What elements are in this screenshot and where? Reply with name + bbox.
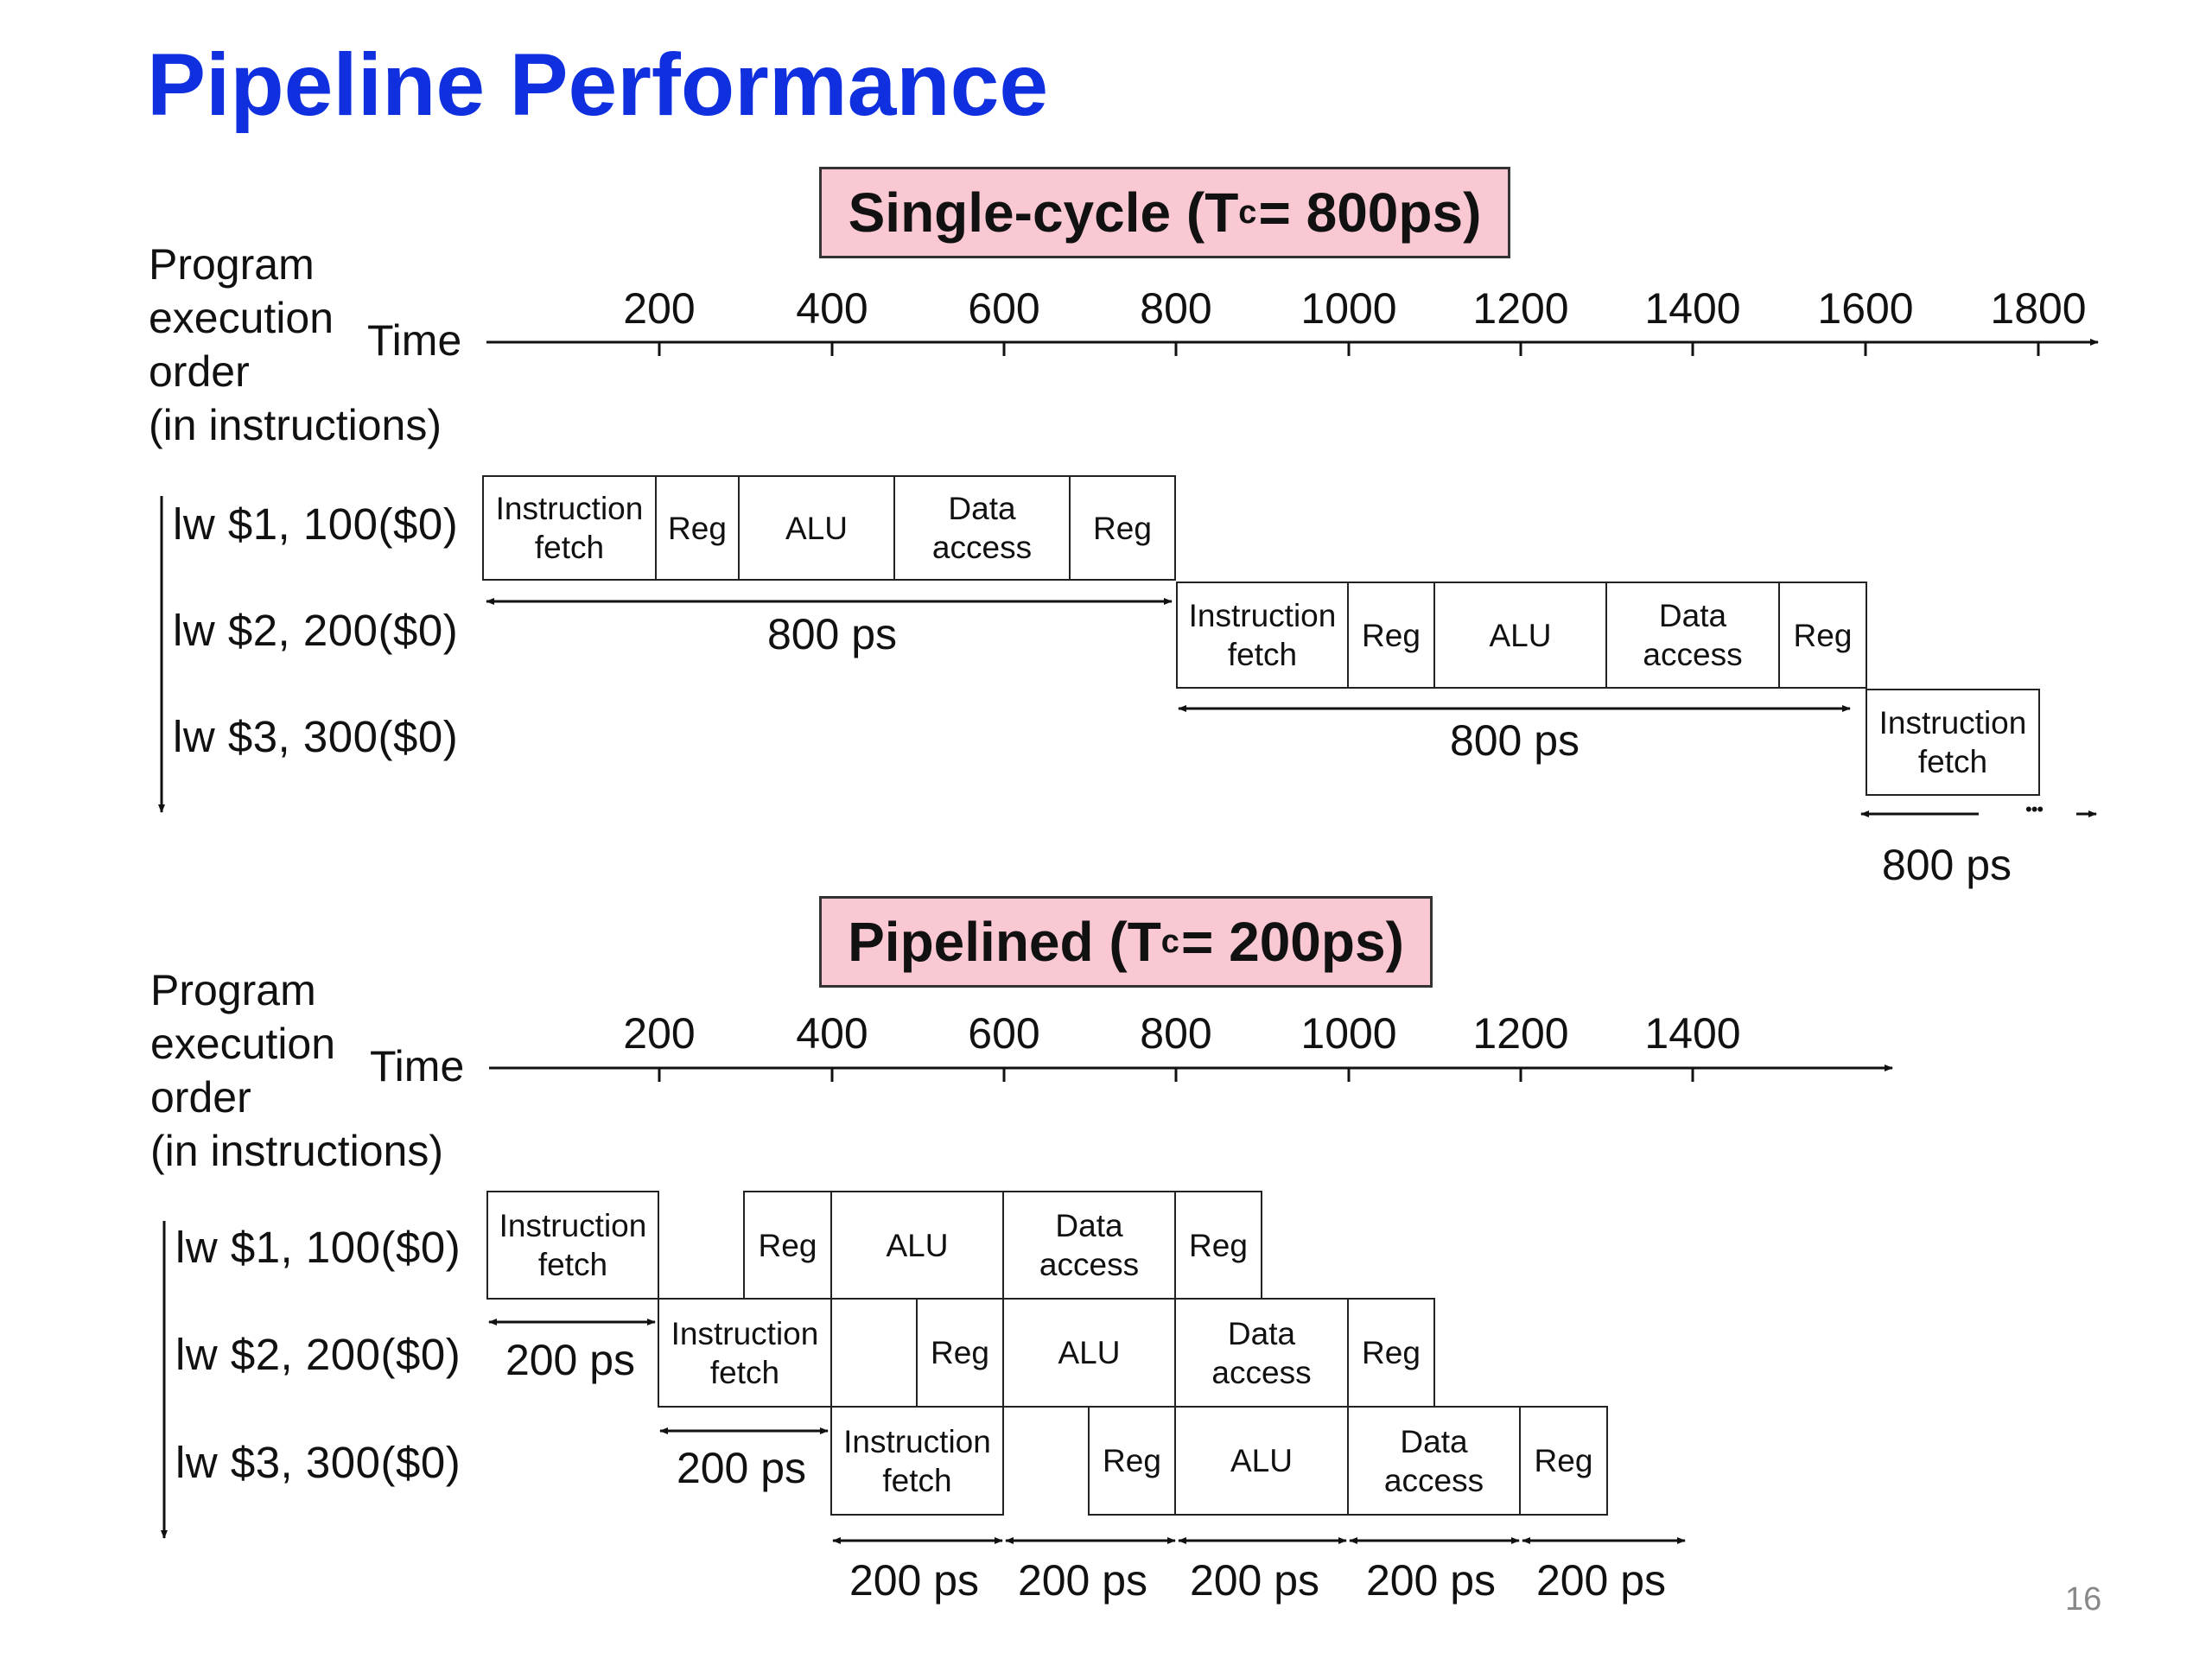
single-order-label: Program execution order (in instructions…: [149, 238, 442, 452]
single-cycle-banner-rest: = 800ps): [1258, 181, 1482, 244]
stage-data-access: Data access: [893, 475, 1071, 581]
pipelined-order-label: Program execution order (in instructions…: [150, 963, 443, 1178]
pipelined-duration: 200 ps: [676, 1444, 807, 1492]
pipelined-tick: 400: [796, 1009, 868, 1058]
pipelined-banner: Pipelined (T c = 200ps): [819, 896, 1433, 988]
pipelined-time-label: Time: [370, 1042, 465, 1090]
stage-reg: Reg: [916, 1298, 1004, 1408]
order-line: execution: [150, 1020, 336, 1068]
pipelined-duration: 200 ps: [1365, 1556, 1497, 1605]
stage-reg: Reg: [743, 1191, 832, 1300]
pipelined-tick: 800: [1140, 1009, 1212, 1058]
pipelined-banner-main: Pipelined (T: [848, 911, 1161, 973]
single-instr-1: lw $1, 100($0): [173, 499, 459, 549]
single-tick: 600: [968, 284, 1040, 333]
pipelined-tick: 1400: [1644, 1009, 1741, 1058]
pipelined-tick: 600: [968, 1009, 1040, 1058]
order-line: order: [150, 1073, 251, 1122]
stage-instruction-fetch: Instruction fetch: [1866, 689, 2040, 796]
stage-reg: Reg: [655, 475, 740, 581]
single-tick: 1400: [1644, 284, 1741, 333]
single-duration-2: 800 ps: [1449, 716, 1580, 765]
single-cycle-banner-sub: c: [1238, 194, 1257, 231]
pipelined-instr-2: lw $2, 200($0): [175, 1330, 461, 1379]
single-tick: 400: [796, 284, 868, 333]
ellipsis: •••: [2025, 798, 2044, 820]
pipelined-tick: 1000: [1300, 1009, 1397, 1058]
slide-title: Pipeline Performance: [147, 35, 1049, 134]
order-line: Program: [149, 240, 315, 289]
stage-reg: Reg: [1778, 582, 1867, 689]
single-duration-1: 800 ps: [766, 610, 898, 658]
single-instr-2: lw $2, 200($0): [173, 606, 459, 655]
pipelined-banner-sub: c: [1160, 923, 1179, 960]
stage-alu: ALU: [1433, 582, 1607, 689]
pipelined-duration: 200 ps: [505, 1336, 636, 1384]
stage-alu: ALU: [1174, 1406, 1349, 1516]
stage-reg: Reg: [1088, 1406, 1176, 1516]
pipelined-tick: 1200: [1472, 1009, 1569, 1058]
stage-instruction-fetch: Instruction fetch: [486, 1191, 659, 1300]
stage-alu: ALU: [1002, 1298, 1176, 1408]
stage-data-access: Data access: [1002, 1191, 1176, 1300]
pipelined-instr-3: lw $3, 300($0): [175, 1438, 461, 1487]
pipelined-tick: 200: [623, 1009, 696, 1058]
pipelined-banner-rest: = 200ps): [1180, 911, 1404, 973]
stage-alu: ALU: [830, 1191, 1004, 1300]
order-line: (in instructions): [150, 1127, 443, 1175]
order-line: Program: [150, 966, 316, 1014]
order-line: execution: [149, 294, 334, 342]
stage-data-access: Data access: [1174, 1298, 1349, 1408]
stage-alu: ALU: [738, 475, 895, 581]
pipelined-duration: 200 ps: [1017, 1556, 1148, 1605]
single-tick: 1200: [1472, 284, 1569, 333]
stage-instruction-fetch: Instruction fetch: [830, 1406, 1004, 1516]
single-tick: 200: [623, 284, 696, 333]
stage-instruction-fetch: Instruction fetch: [658, 1298, 832, 1408]
stage-reg: Reg: [1519, 1406, 1608, 1516]
pipelined-duration: 200 ps: [849, 1556, 980, 1605]
pipelined-duration: 200 ps: [1189, 1556, 1320, 1605]
single-cycle-banner: Single-cycle (T c = 800ps): [819, 167, 1510, 258]
single-tick: 800: [1140, 284, 1212, 333]
single-tick: 1000: [1300, 284, 1397, 333]
stage-reg: Reg: [1069, 475, 1176, 581]
pipelined-instr-1: lw $1, 100($0): [175, 1223, 461, 1272]
single-instr-3: lw $3, 300($0): [173, 712, 459, 761]
single-time-label: Time: [367, 316, 462, 365]
single-duration-3: 800 ps: [1881, 841, 2012, 889]
stage-instruction-fetch: Instruction fetch: [482, 475, 657, 581]
stage-instruction-fetch: Instruction fetch: [1176, 582, 1349, 689]
single-tick: 1800: [1990, 284, 2087, 333]
order-line: order: [149, 347, 250, 396]
single-cycle-banner-main: Single-cycle (T: [848, 181, 1239, 244]
single-tick: 1600: [1817, 284, 1914, 333]
order-line: (in instructions): [149, 401, 442, 449]
stage-reg: Reg: [1347, 1298, 1435, 1408]
stage-data-access: Data access: [1605, 582, 1780, 689]
page-number: 16: [2065, 1581, 2102, 1618]
pipelined-duration: 200 ps: [1535, 1556, 1667, 1605]
